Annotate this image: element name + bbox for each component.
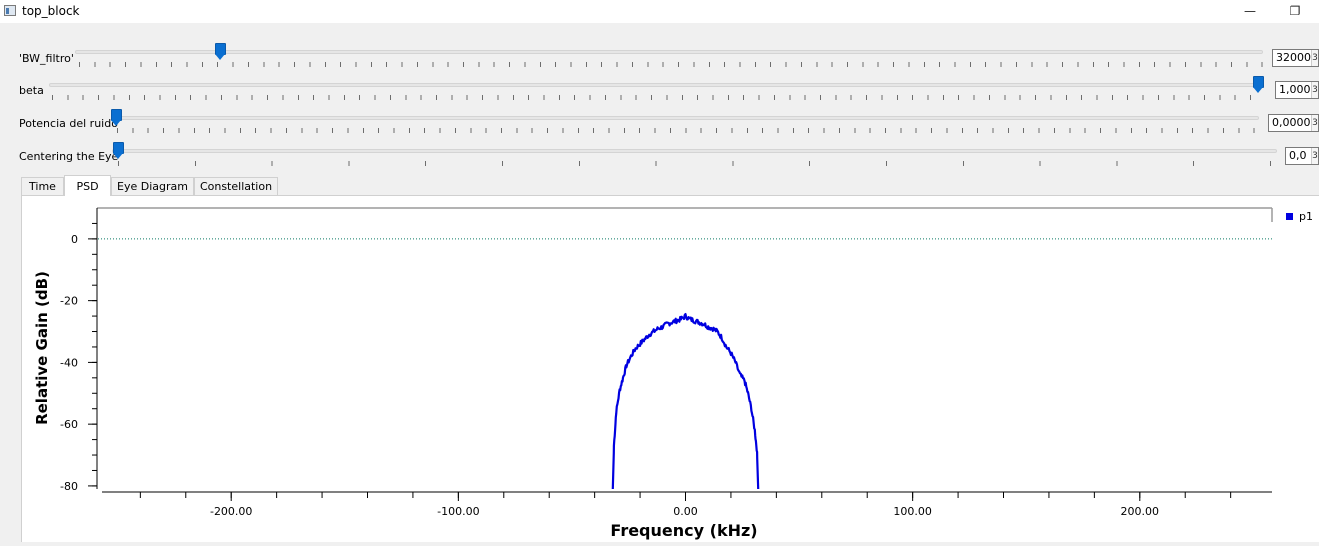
slider-label: beta <box>19 84 44 97</box>
spinbox-value: 0,00000 <box>1272 116 1318 129</box>
slider-groove[interactable] <box>49 83 1262 87</box>
centering-eye-slider-handle[interactable] <box>113 142 124 159</box>
x-tick-label: 0.00 <box>673 505 698 518</box>
spin-arrows-icon[interactable]: 3 <box>1311 148 1318 164</box>
legend-label[interactable]: p1 <box>1299 210 1313 223</box>
x-tick-label: -200.00 <box>210 505 252 518</box>
y-tick-label: -60 <box>60 418 78 431</box>
slider-ticks <box>117 128 1259 133</box>
slider-label: Potencia del ruido <box>19 117 118 130</box>
series-group <box>611 313 760 490</box>
potencia-ruido-spinbox[interactable]: 0,00000 3 <box>1268 114 1319 132</box>
tab-label: PSD <box>76 180 99 193</box>
tab-psd[interactable]: PSD <box>64 175 111 196</box>
y-axis-label: Relative Gain (dB) <box>33 271 51 425</box>
beta-spinbox[interactable]: 1,0000 3 <box>1275 81 1319 99</box>
x-tick-label: 200.00 <box>1121 505 1160 518</box>
y-tick-label: 0 <box>71 233 78 246</box>
legend-swatch <box>1286 213 1293 220</box>
spin-arrows-icon[interactable]: 3 <box>1311 115 1318 131</box>
slider-label: 'BW_filtro' <box>19 52 74 65</box>
minimize-icon[interactable]: — <box>1244 4 1256 18</box>
restore-icon[interactable]: ❐ <box>1289 4 1301 18</box>
y-axis: 0 -20 -40 -60 -80 <box>60 208 98 493</box>
slider-groove[interactable] <box>112 149 1277 153</box>
slider-label: Centering the Eye <box>19 150 119 163</box>
spin-arrows-icon[interactable]: 3 <box>1311 50 1318 66</box>
slider-row-centering-eye: Centering the Eye 0,0 3 <box>0 142 1319 172</box>
y-tick-label: -20 <box>60 295 78 308</box>
spinbox-value: 0,0 <box>1289 149 1307 162</box>
window-title: top_block <box>22 4 80 18</box>
slider-ticks <box>52 95 1265 100</box>
potencia-ruido-slider-handle[interactable] <box>111 109 122 126</box>
series-line-p1 <box>611 313 760 490</box>
centering-eye-spinbox[interactable]: 0,0 3 <box>1285 147 1319 165</box>
spin-arrows-icon[interactable]: 3 <box>1311 82 1318 98</box>
app-window-icon <box>4 5 16 16</box>
psd-panel: 0 -20 -40 -60 -80 -200.00 -100.00 0.00 100.00 20… <box>21 195 1319 542</box>
y-tick-label: -40 <box>60 356 78 369</box>
slider-groove[interactable] <box>75 50 1263 54</box>
slider-ticks <box>118 161 1278 166</box>
bw-filtro-slider-handle[interactable] <box>215 43 226 60</box>
bw-filtro-spinbox[interactable]: 32000 3 <box>1272 49 1319 67</box>
tab-label: Eye Diagram <box>117 180 188 193</box>
tab-time[interactable]: Time <box>21 177 64 196</box>
spinbox-value: 32000 <box>1276 51 1311 64</box>
tab-constellation[interactable]: Constellation <box>194 177 278 196</box>
tab-eye-diagram[interactable]: Eye Diagram <box>111 177 194 196</box>
tab-label: Constellation <box>199 180 273 193</box>
title-bar: top_block — ❐ <box>0 0 1319 23</box>
slider-row-bw-filtro: 'BW_filtro' 32000 3 <box>0 43 1319 73</box>
psd-plot[interactable]: 0 -20 -40 -60 -80 -200.00 -100.00 0.00 100.00 20… <box>22 196 1319 543</box>
x-axis-label: Frequency (kHz) <box>610 521 757 540</box>
x-tick-label: 100.00 <box>893 505 932 518</box>
y-tick-label: -80 <box>60 480 78 493</box>
x-tick-label: -100.00 <box>437 505 479 518</box>
spinbox-value: 1,0000 <box>1279 83 1318 96</box>
slider-groove[interactable] <box>115 116 1259 120</box>
beta-slider-handle[interactable] <box>1253 76 1264 93</box>
tab-label: Time <box>29 180 56 193</box>
slider-ticks <box>79 62 1267 67</box>
slider-row-potencia-ruido: Potencia del ruido 0,00000 3 <box>0 109 1319 139</box>
slider-row-beta: beta 1,0000 3 <box>0 76 1319 106</box>
plot-canvas <box>97 208 1272 489</box>
x-axis: -200.00 -100.00 0.00 100.00 200.00 <box>102 491 1272 518</box>
